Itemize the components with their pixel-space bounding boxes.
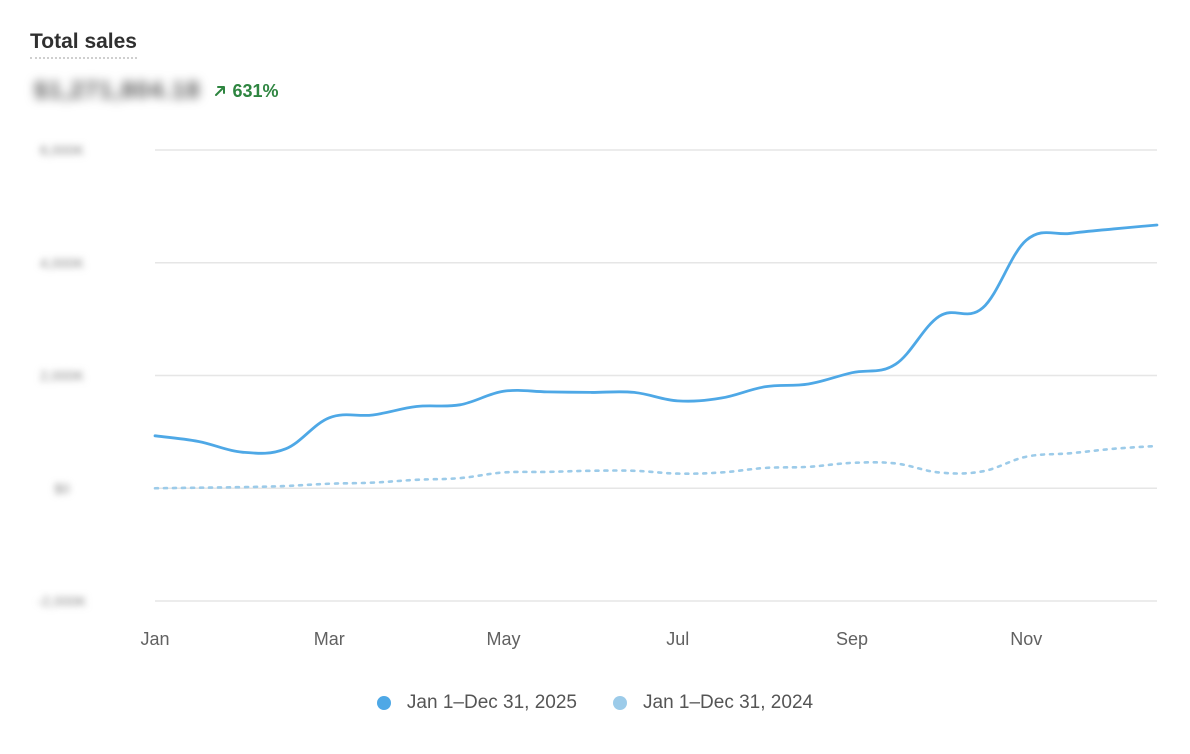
- y-axis-ticks: -2,000K $0 2,000K 4,000K 6,000K: [37, 142, 87, 609]
- chart-legend: Jan 1–Dec 31, 2025 Jan 1–Dec 31, 2024: [0, 692, 1190, 714]
- y-tick-label: -2,000K: [37, 593, 87, 609]
- summary-row: $1,271,804.18 631%: [28, 74, 279, 108]
- x-tick-label: Nov: [1010, 629, 1042, 649]
- x-tick-label: May: [487, 629, 521, 649]
- legend-label-2025: Jan 1–Dec 31, 2025: [406, 692, 577, 713]
- change-percent: 631%: [232, 80, 279, 101]
- series-lines: [153, 223, 1159, 490]
- total-sales-value: $1,271,804.18: [34, 77, 201, 104]
- x-tick-label: Sep: [836, 629, 868, 649]
- sales-line-chart: -2,000K $0 2,000K 4,000K 6,000K Jan Mar May Jul…: [37, 142, 1159, 649]
- x-tick-label: Jan: [140, 629, 169, 649]
- series-line-2024[interactable]: [153, 444, 1159, 490]
- x-axis-ticks: Jan Mar May Jul Sep Nov: [140, 629, 1042, 649]
- y-tick-label: 4,000K: [40, 255, 85, 271]
- legend-dot-2025: [376, 696, 391, 710]
- legend-item-2024[interactable]: Jan 1–Dec 31, 2024: [613, 692, 813, 714]
- grid-lines: [155, 149, 1157, 602]
- legend-label-2024: Jan 1–Dec 31, 2024: [643, 692, 814, 713]
- y-tick-label: 2,000K: [40, 368, 85, 384]
- x-tick-label: Mar: [314, 629, 345, 649]
- x-tick-label: Jul: [666, 629, 689, 649]
- y-tick-label: 6,000K: [40, 142, 85, 158]
- legend-dot-2024: [613, 696, 627, 710]
- chart-title[interactable]: Total sales: [30, 30, 137, 59]
- legend-item-2025[interactable]: Jan 1–Dec 31, 2025: [376, 692, 577, 714]
- series-line-2025[interactable]: [153, 223, 1159, 455]
- arrow-up-right-icon: [215, 86, 226, 96]
- y-tick-label: $0: [54, 480, 70, 496]
- change-indicator: 631%: [214, 80, 279, 102]
